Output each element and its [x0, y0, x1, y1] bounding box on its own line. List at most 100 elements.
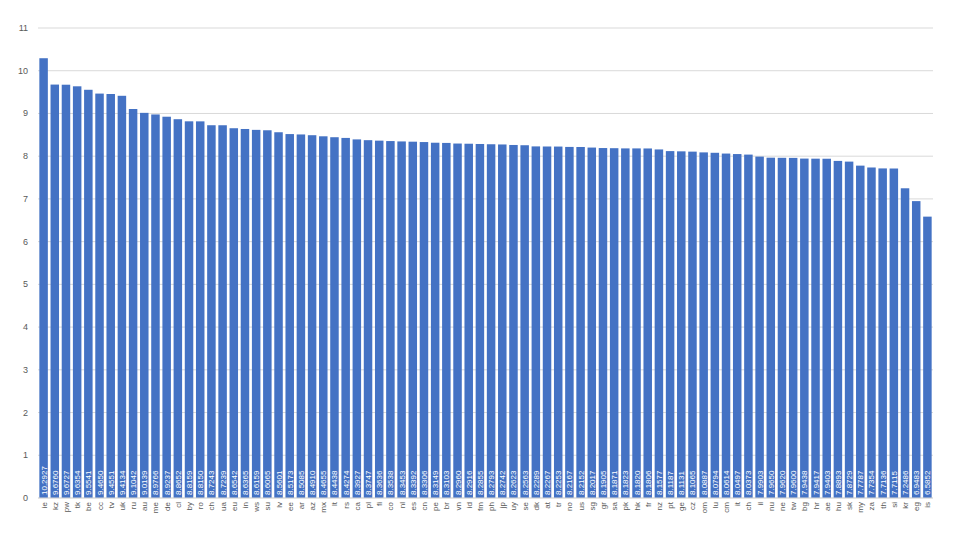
bar	[420, 142, 429, 498]
bar	[923, 217, 932, 498]
bar	[118, 96, 127, 498]
x-tick-label: it	[733, 501, 742, 506]
bar	[632, 148, 641, 498]
x-tick-label: co	[386, 501, 395, 510]
x-tick-label: fi	[375, 502, 384, 506]
data-label: 8.4274	[342, 470, 351, 495]
x-tick-label: lv	[275, 502, 284, 508]
bar	[554, 147, 563, 498]
bar	[722, 154, 731, 498]
y-tick-label: 10	[18, 66, 28, 76]
x-tick-label: th	[879, 502, 888, 509]
bar	[140, 113, 149, 498]
data-label: 8.1820	[633, 470, 642, 495]
x-tick-label: bg	[800, 502, 809, 511]
x-tick-label: om	[700, 502, 709, 513]
bar	[711, 153, 720, 498]
data-label: 8.1823	[621, 470, 630, 495]
x-tick-label: br	[442, 502, 451, 509]
y-tick-label: 7	[23, 194, 28, 204]
bar	[867, 167, 876, 498]
x-tick-label: pe	[431, 501, 440, 510]
bar	[353, 139, 362, 498]
bar	[39, 58, 48, 498]
x-tick-label: cm	[722, 502, 731, 513]
y-tick-label: 9	[23, 108, 28, 118]
y-tick-label: 3	[23, 365, 28, 375]
data-label: 8.6542	[230, 470, 239, 495]
data-label: 9.6354	[73, 470, 82, 495]
data-label: 8.0373	[744, 470, 753, 495]
x-tick-label: cz	[688, 502, 697, 510]
bar	[397, 141, 406, 498]
x-tick-label: me	[151, 501, 160, 513]
x-tick-label: ch	[744, 502, 753, 510]
bar	[297, 134, 306, 498]
data-label: 8.8150	[196, 470, 205, 495]
x-tick-label: su	[263, 502, 272, 510]
data-label: 8.2916	[465, 470, 474, 495]
y-tick-label: 5	[23, 279, 28, 289]
bar	[453, 144, 462, 498]
x-tick-label: sk	[845, 501, 854, 510]
bar	[285, 134, 294, 498]
data-label: 6.9483	[912, 470, 921, 495]
x-tick-label: ru	[129, 502, 138, 509]
bar	[252, 130, 261, 498]
data-label: 8.3636	[375, 470, 384, 495]
data-label: 7.8893	[834, 470, 843, 495]
data-label: 8.2793	[487, 470, 496, 495]
data-label: 8.0794	[711, 470, 720, 495]
data-label: 8.2742	[498, 470, 507, 495]
bar	[744, 155, 753, 498]
bar	[834, 161, 843, 498]
data-label: 8.0887	[700, 470, 709, 495]
data-label: 8.1871	[610, 470, 619, 495]
bar	[643, 148, 652, 498]
x-tick-label: au	[140, 502, 149, 511]
data-label: 8.1065	[688, 470, 697, 495]
bar	[230, 128, 239, 498]
data-label: 8.2623	[509, 470, 518, 495]
x-tick-label: ca	[353, 501, 362, 510]
data-label: 8.6365	[241, 470, 250, 495]
data-label: 7.7136	[879, 470, 888, 495]
bar	[599, 148, 608, 498]
bar	[106, 94, 115, 498]
bar	[800, 159, 809, 498]
bar	[84, 90, 93, 498]
grid-line	[38, 113, 933, 114]
x-tick-label: cl	[174, 502, 183, 508]
bar	[375, 141, 384, 498]
x-tick-label: fr	[644, 502, 653, 507]
bar	[543, 146, 552, 498]
bar	[789, 158, 798, 498]
x-tick-label: eg	[912, 502, 921, 511]
y-tick-label: 11	[19, 23, 28, 33]
data-label: 8.0614	[722, 470, 731, 495]
x-tick-label: sa	[610, 501, 619, 510]
data-label: 8.6159	[252, 470, 261, 495]
bar	[95, 94, 104, 498]
x-tick-label: pk	[621, 501, 630, 510]
x-tick-label: hr	[812, 502, 821, 509]
chart: 0123456789101110.29279.67609.67279.63549…	[0, 0, 960, 540]
y-tick-label: 8	[23, 151, 28, 161]
bar	[341, 138, 350, 498]
data-label: 8.2855	[476, 470, 485, 495]
grid-line	[38, 241, 933, 242]
data-label: 7.9403	[823, 470, 832, 495]
y-axis: 01234567891011	[18, 23, 28, 503]
bar	[878, 168, 887, 498]
x-tick-label: ph	[487, 502, 496, 511]
bar	[487, 144, 496, 498]
data-label: 9.4650	[96, 470, 105, 495]
grid-line	[38, 156, 933, 157]
grid-line	[38, 412, 933, 413]
x-tick-label: ch	[207, 502, 216, 510]
x-tick-label: za	[867, 501, 876, 510]
x-tick-label: us	[577, 502, 586, 510]
data-label: 8.2960	[454, 470, 463, 495]
x-tick-label: de	[163, 501, 172, 510]
x-tick-label: hu	[834, 502, 843, 511]
